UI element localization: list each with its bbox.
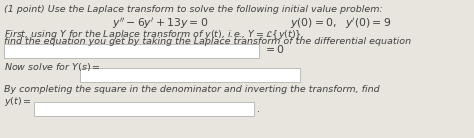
Text: By completing the square in the denominator and inverting the transform, find: By completing the square in the denomina… <box>4 85 380 94</box>
Text: First, using $Y$ for the Laplace transform of $y(t)$, i.e., $Y = \mathcal{L}\{y(: First, using $Y$ for the Laplace transfo… <box>4 28 305 41</box>
Bar <box>34 102 254 116</box>
Bar <box>4 44 259 58</box>
Text: (1 point) Use the Laplace transform to solve the following initial value problem: (1 point) Use the Laplace transform to s… <box>4 5 383 14</box>
Text: $y(0) = 0,\ \ y'(0) = 9$: $y(0) = 0,\ \ y'(0) = 9$ <box>290 16 391 31</box>
Text: $y'' - 6y' + 13y = 0$: $y'' - 6y' + 13y = 0$ <box>112 16 208 31</box>
Text: find the equation you get by taking the Laplace transform of the differential eq: find the equation you get by taking the … <box>4 37 411 46</box>
Text: $y(t) =$: $y(t) =$ <box>4 95 32 108</box>
Text: $= 0$: $= 0$ <box>263 43 284 55</box>
Bar <box>80 68 300 82</box>
Text: Now solve for $Y(s) =$: Now solve for $Y(s) =$ <box>4 61 100 73</box>
Text: .: . <box>257 104 260 113</box>
